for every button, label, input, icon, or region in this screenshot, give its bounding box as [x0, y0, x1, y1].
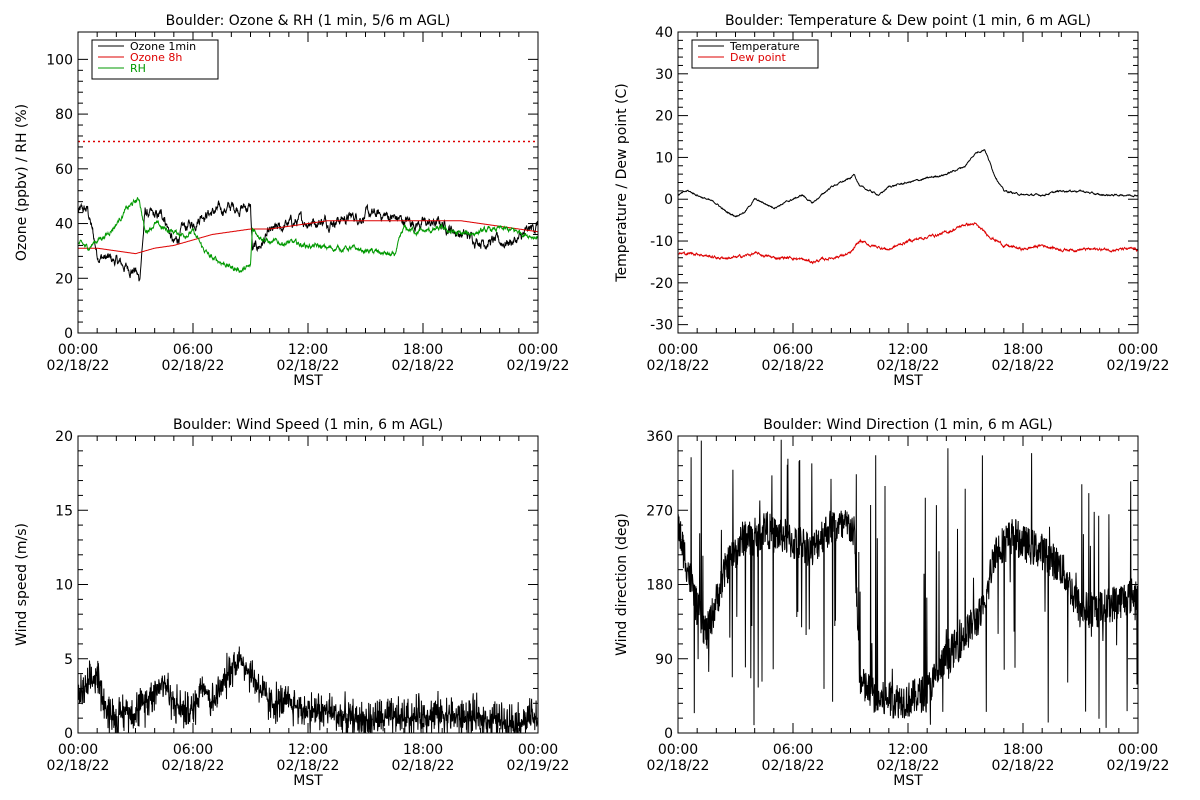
- y-tick-label: 270: [646, 503, 673, 519]
- x-tick-time: 06:00: [173, 342, 213, 358]
- x-tick-date: 02/19/22: [1107, 758, 1170, 774]
- series-line: [78, 196, 538, 273]
- x-tick-time: 00:00: [58, 742, 98, 758]
- chart-title: Boulder: Wind Direction (1 min, 6 m AGL): [763, 417, 1052, 433]
- x-tick-time: 00:00: [1118, 742, 1158, 758]
- x-tick-time: 12:00: [288, 342, 328, 358]
- x-tick-time: 18:00: [1003, 742, 1043, 758]
- y-tick-label: 90: [655, 652, 673, 668]
- y-tick-label: 80: [55, 107, 73, 123]
- y-axis-label: Wind speed (m/s): [14, 523, 30, 646]
- series-line: [78, 200, 538, 282]
- x-tick-date: 02/18/22: [762, 758, 825, 774]
- y-tick-label: 100: [46, 52, 73, 68]
- x-tick-date: 02/19/22: [507, 758, 570, 774]
- y-tick-label: 0: [64, 726, 73, 742]
- x-tick-time: 06:00: [773, 742, 813, 758]
- y-tick-label: 30: [655, 67, 673, 83]
- x-tick-time: 12:00: [888, 342, 928, 358]
- plot-frame: [677, 435, 1139, 734]
- y-tick-label: 40: [55, 217, 73, 233]
- x-tick-time: 00:00: [658, 742, 698, 758]
- x-tick-time: 00:00: [1118, 342, 1158, 358]
- chart-wind-speed: Boulder: Wind Speed (1 min, 6 m AGL) 0 5 10…: [14, 417, 569, 789]
- y-tick-label: -10: [650, 234, 673, 250]
- x-tick-date: 02/18/22: [992, 758, 1055, 774]
- x-axis-label: MST: [893, 773, 923, 789]
- chart-title: Boulder: Temperature & Dew point (1 min,…: [725, 13, 1091, 29]
- x-tick-date: 02/19/22: [507, 358, 570, 374]
- y-tick-label: 20: [655, 109, 673, 125]
- chart-ozone-rh: Boulder: Ozone & RH (1 min, 5/6 m AGL)02…: [14, 13, 569, 389]
- y-tick-label: 5: [64, 652, 73, 668]
- x-tick-time: 18:00: [1003, 342, 1043, 358]
- y-tick-label: 20: [55, 271, 73, 287]
- y-tick-label: 10: [55, 578, 73, 594]
- plot-frame: [77, 435, 539, 734]
- y-tick-label: 10: [655, 150, 673, 166]
- series-line: [678, 222, 1138, 265]
- y-axis-label: Wind direction (deg): [614, 513, 630, 656]
- x-tick-time: 06:00: [173, 742, 213, 758]
- y-axis-label: Temperature / Dew point (C): [614, 83, 630, 282]
- series-line: [78, 220, 538, 255]
- x-tick-date: 02/18/22: [392, 358, 455, 374]
- chart-title: Boulder: Wind Speed (1 min, 6 m AGL): [173, 417, 443, 433]
- y-tick-label: 0: [664, 192, 673, 208]
- x-tick-date: 02/18/22: [877, 758, 940, 774]
- x-tick-time: 06:00: [773, 342, 813, 358]
- plot-frame: [77, 31, 539, 334]
- x-tick-date: 02/18/22: [762, 358, 825, 374]
- x-tick-date: 02/18/22: [162, 758, 225, 774]
- x-tick-date: 02/18/22: [647, 358, 710, 374]
- x-tick-time: 18:00: [403, 342, 443, 358]
- x-tick-time: 00:00: [518, 742, 558, 758]
- x-tick-time: 00:00: [658, 342, 698, 358]
- x-tick-date: 02/19/22: [1107, 358, 1170, 374]
- x-tick-time: 12:00: [288, 742, 328, 758]
- x-tick-date: 02/18/22: [992, 358, 1055, 374]
- legend-label: Dew point: [730, 51, 786, 64]
- x-tick-date: 02/18/22: [877, 358, 940, 374]
- legend-label: Temperature: [729, 40, 800, 53]
- x-tick-time: 00:00: [58, 342, 98, 358]
- x-tick-date: 02/18/22: [277, 358, 340, 374]
- x-tick-time: 18:00: [403, 742, 443, 758]
- plot-frame: [677, 31, 1139, 334]
- y-tick-label: 180: [646, 578, 673, 594]
- x-tick-date: 02/18/22: [47, 758, 110, 774]
- x-tick-date: 02/18/22: [647, 758, 710, 774]
- legend-label: Ozone 1min: [130, 40, 196, 53]
- y-tick-label: -30: [650, 318, 673, 334]
- legend-label: Ozone 8h: [130, 51, 182, 64]
- y-axis-label: Ozone (ppbv) / RH (%): [14, 104, 30, 261]
- y-tick-label: 360: [646, 429, 673, 445]
- y-tick-label: -20: [650, 276, 673, 292]
- series-line: [678, 439, 1138, 728]
- series-line: [678, 149, 1138, 218]
- chart-wind-dir: Boulder: Wind Direction (1 min, 6 m AGL)…: [614, 417, 1169, 789]
- y-tick-label: 20: [55, 429, 73, 445]
- chart-title: Boulder: Ozone & RH (1 min, 5/6 m AGL): [166, 13, 451, 29]
- y-tick-label: 60: [55, 162, 73, 178]
- series-line: [78, 646, 538, 733]
- y-tick-label: 0: [64, 326, 73, 342]
- x-tick-date: 02/18/22: [277, 758, 340, 774]
- y-tick-label: 15: [55, 503, 73, 519]
- x-tick-date: 02/18/22: [47, 358, 110, 374]
- chart-temp-dew: Boulder: Temperature & Dew point (1 min,…: [614, 13, 1169, 389]
- legend-label: RH: [130, 62, 146, 75]
- legend: [691, 39, 819, 69]
- x-tick-time: 12:00: [888, 742, 928, 758]
- x-axis-label: MST: [293, 773, 323, 789]
- x-tick-date: 02/18/22: [162, 358, 225, 374]
- x-axis-label: MST: [893, 373, 923, 389]
- x-tick-date: 02/18/22: [392, 758, 455, 774]
- y-tick-label: 40: [655, 25, 673, 41]
- x-tick-time: 00:00: [518, 342, 558, 358]
- x-axis-label: MST: [293, 373, 323, 389]
- y-tick-label: 0: [664, 726, 673, 742]
